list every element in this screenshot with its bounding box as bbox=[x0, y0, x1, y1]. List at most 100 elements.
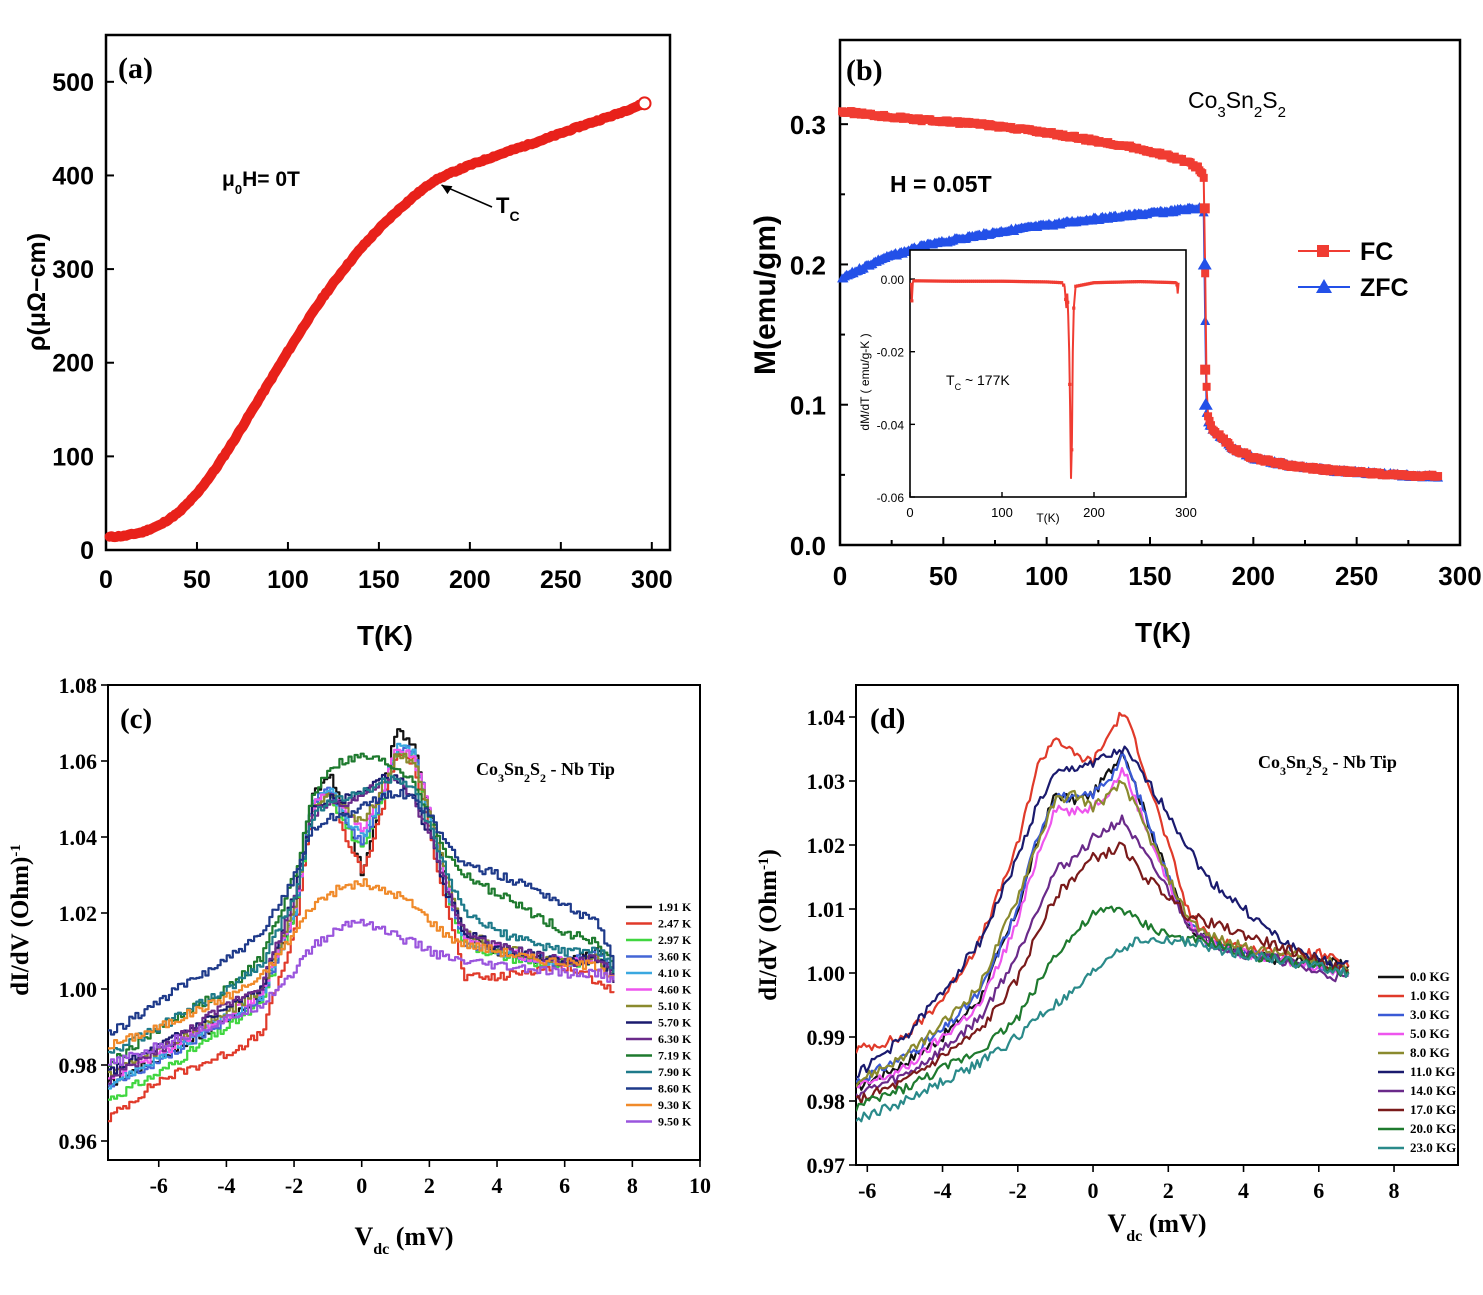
spectrum-14-0-KG bbox=[856, 814, 1349, 1100]
dmdt-marker bbox=[981, 279, 985, 283]
x-tick-label: 0 bbox=[833, 561, 847, 591]
y-tick-label: 0.98 bbox=[59, 1053, 98, 1078]
dmdt-marker bbox=[958, 279, 963, 283]
fc-marker bbox=[1199, 173, 1208, 182]
y-axis-label: ρ(μΩ−cm) bbox=[23, 233, 51, 351]
dmdt-marker bbox=[924, 279, 928, 283]
dmdt-marker bbox=[968, 279, 973, 283]
dmdt-marker bbox=[1126, 280, 1131, 284]
dmdt-marker bbox=[1068, 382, 1072, 386]
spectrum-6-30-K bbox=[108, 775, 615, 1085]
dmdt-marker bbox=[985, 279, 989, 283]
inset-y-tick-label: 0.00 bbox=[881, 273, 905, 287]
inset-y-tick-label: -0.06 bbox=[877, 491, 905, 505]
panel-a: 0 50 100 150 200 250 300 0 100 200 300 400 500 (a) μ0H… bbox=[23, 33, 673, 651]
dmdt-marker bbox=[938, 279, 942, 283]
x-tick-label: 8 bbox=[1389, 1178, 1400, 1203]
legend-label: 5.0 KG bbox=[1410, 1026, 1450, 1041]
dmdt-marker bbox=[1136, 280, 1141, 284]
x-tick-label: 250 bbox=[1335, 561, 1378, 591]
panel-title: Co3Sn2S2 - Nb Tip bbox=[476, 759, 615, 785]
inset-y-tick-label: -0.02 bbox=[877, 346, 905, 360]
inset-x-tick-label: 0 bbox=[906, 505, 913, 520]
legend-item: 14.0 KG bbox=[1378, 1083, 1456, 1098]
y-tick-label: 1.01 bbox=[807, 897, 846, 922]
x-tick-label: 0 bbox=[356, 1173, 367, 1198]
x-tick-label: 200 bbox=[1232, 561, 1275, 591]
dmdt-marker bbox=[1106, 280, 1110, 284]
dmdt-marker bbox=[1047, 280, 1052, 284]
dmdt-marker bbox=[1151, 280, 1155, 284]
legend-label: ZFC bbox=[1360, 274, 1409, 302]
dmdt-marker bbox=[934, 279, 938, 283]
field-annotation: μ0H= 0T bbox=[222, 168, 300, 197]
spectrum-20-0-KG bbox=[856, 905, 1350, 1112]
fc-marker bbox=[1198, 169, 1207, 178]
legend-label: 0.0 KG bbox=[1410, 969, 1450, 984]
dmdt-marker bbox=[1029, 280, 1033, 284]
legend-label: 5.10 K bbox=[658, 999, 692, 1013]
dmdt-marker bbox=[1013, 279, 1017, 284]
spectrum-17-0-KG bbox=[856, 841, 1349, 1105]
dmdt-marker bbox=[1130, 280, 1135, 284]
dmdt-marker bbox=[1108, 280, 1112, 284]
dmdt-marker bbox=[1169, 280, 1173, 285]
x-tick-label: 50 bbox=[183, 566, 211, 594]
x-tick-label: 250 bbox=[540, 566, 582, 594]
dmdt-marker bbox=[912, 279, 916, 283]
y-tick-label: 0.97 bbox=[807, 1153, 846, 1178]
dmdt-marker bbox=[983, 279, 987, 283]
dmdt-marker bbox=[1015, 279, 1019, 284]
inset-y-tick-label: -0.04 bbox=[877, 418, 905, 432]
dmdt-marker bbox=[1084, 282, 1088, 286]
panel-d: -6 -4 -2 0 2 4 6 8 0.97 0.98 0.99 1.00 1.01 1.02 1.03 1… bbox=[755, 684, 1459, 1245]
dmdt-marker bbox=[1035, 280, 1039, 284]
dmdt-marker bbox=[1064, 297, 1068, 301]
dmdt-marker bbox=[1096, 280, 1100, 285]
dmdt-marker bbox=[1021, 279, 1025, 284]
y-tick-label: 0.98 bbox=[807, 1089, 846, 1114]
legend-label: 20.0 KG bbox=[1410, 1121, 1456, 1136]
dmdt-marker bbox=[1007, 279, 1011, 283]
x-tick-label: 8 bbox=[627, 1173, 638, 1198]
fc-marker bbox=[1204, 412, 1213, 421]
dmdt-marker bbox=[1039, 280, 1043, 284]
dmdt-marker bbox=[1078, 283, 1082, 288]
panel-title: Co3Sn2S2 - Nb Tip bbox=[1258, 752, 1397, 778]
legend-item: 7.19 K bbox=[626, 1049, 692, 1063]
dmdt-marker bbox=[1082, 283, 1086, 287]
x-axis-label: T(K) bbox=[1135, 617, 1191, 648]
legend-item: 9.30 K bbox=[626, 1098, 692, 1112]
dmdt-marker bbox=[910, 299, 914, 303]
fc-marker bbox=[1200, 364, 1211, 375]
dmdt-marker bbox=[1017, 279, 1021, 284]
spectra-lines bbox=[108, 728, 615, 1123]
plot-frame bbox=[107, 684, 701, 1161]
legend-item: 4.60 K bbox=[626, 983, 692, 997]
dmdt-marker bbox=[932, 279, 936, 283]
legend-label: 4.10 K bbox=[658, 966, 692, 980]
end-marker bbox=[637, 96, 652, 111]
dmdt-marker bbox=[948, 279, 952, 283]
fc-marker bbox=[1199, 203, 1210, 214]
dmdt-marker bbox=[1134, 280, 1139, 284]
legend-label: 6.30 K bbox=[658, 1032, 692, 1046]
dmdt-marker bbox=[975, 279, 979, 283]
panel-label: (a) bbox=[118, 52, 153, 85]
dmdt-marker bbox=[1041, 280, 1045, 284]
dmdt-marker bbox=[1094, 281, 1098, 285]
legend-item: 8.0 KG bbox=[1378, 1045, 1450, 1060]
legend-label: 4.60 K bbox=[658, 983, 692, 997]
x-tick-label: 6 bbox=[1313, 1178, 1324, 1203]
compound-label: Co3Sn2S2 bbox=[1188, 87, 1286, 121]
dmdt-marker bbox=[966, 279, 971, 283]
legend-label: 3.60 K bbox=[658, 950, 692, 964]
y-tick-label: 1.06 bbox=[59, 749, 98, 774]
legend: FC ZFC bbox=[1298, 238, 1409, 302]
legend-label: FC bbox=[1360, 238, 1393, 266]
y-tick-label: 0.3 bbox=[790, 110, 826, 140]
spectra-lines bbox=[856, 711, 1350, 1123]
dmdt-marker bbox=[1031, 280, 1035, 284]
y-tick-label: 300 bbox=[52, 256, 94, 284]
x-tick-label: 0 bbox=[1088, 1178, 1099, 1203]
